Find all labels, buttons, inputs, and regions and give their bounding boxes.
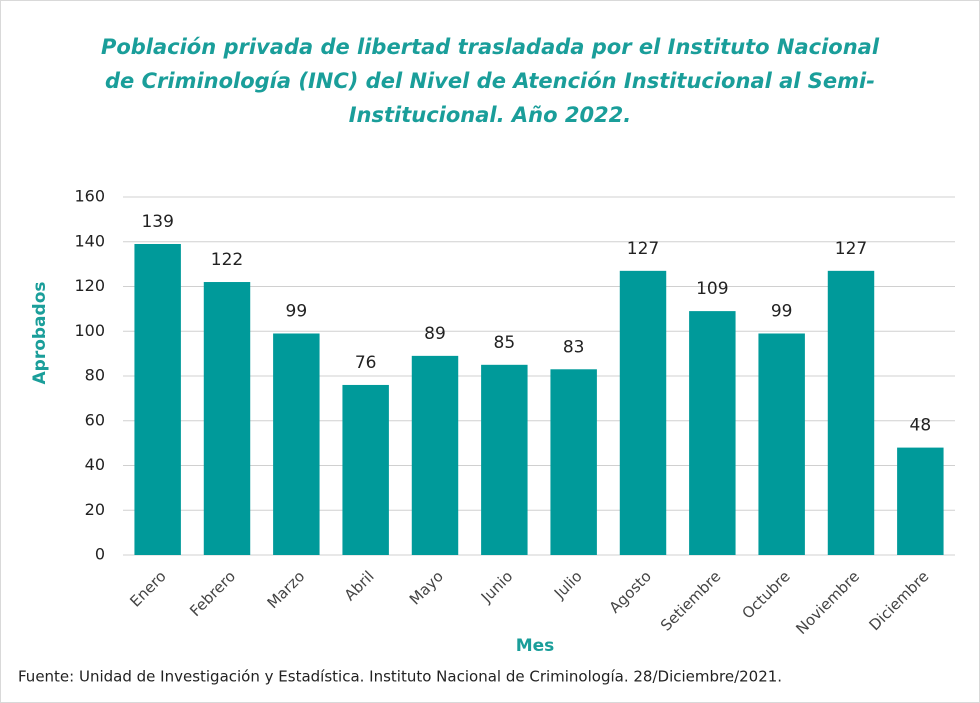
bar bbox=[827, 270, 875, 555]
data-label: 85 bbox=[494, 333, 516, 353]
chart-title: Población privada de libertad trasladada… bbox=[100, 35, 880, 127]
x-tick-label: Noviembre bbox=[792, 567, 863, 638]
bar bbox=[481, 364, 528, 555]
bar bbox=[273, 333, 320, 555]
data-label: 139 bbox=[141, 212, 173, 232]
x-tick-label: Enero bbox=[126, 567, 169, 610]
y-tick-label: 120 bbox=[74, 276, 105, 295]
y-tick-label: 100 bbox=[74, 321, 105, 340]
x-tick-label: Junio bbox=[477, 567, 516, 606]
y-tick-label: 40 bbox=[85, 455, 105, 474]
y-tick-label: 80 bbox=[85, 366, 105, 385]
data-label: 48 bbox=[910, 416, 932, 436]
data-label: 109 bbox=[696, 279, 728, 299]
data-label: 99 bbox=[286, 301, 308, 321]
x-tick-label: Octubre bbox=[739, 567, 794, 622]
y-tick-label: 140 bbox=[74, 231, 105, 250]
bar bbox=[411, 355, 459, 555]
bar bbox=[689, 311, 736, 555]
data-label: 127 bbox=[835, 239, 867, 259]
bar bbox=[758, 333, 805, 555]
bar bbox=[342, 384, 389, 555]
x-tick-label: Agosto bbox=[606, 567, 655, 616]
data-label: 76 bbox=[355, 353, 377, 373]
x-tick-label: Abril bbox=[341, 567, 378, 604]
data-label: 89 bbox=[424, 324, 446, 344]
y-tick-label: 0 bbox=[95, 545, 105, 564]
data-label: 127 bbox=[627, 239, 659, 259]
y-tick-label: 160 bbox=[74, 187, 105, 206]
bar bbox=[203, 282, 251, 555]
x-tick-label: Julio bbox=[550, 567, 586, 603]
x-tick-label: Mayo bbox=[406, 567, 447, 608]
data-label: 83 bbox=[563, 337, 585, 357]
x-axis-label: Mes bbox=[516, 636, 555, 656]
bar bbox=[897, 447, 944, 555]
y-tick-label: 60 bbox=[85, 410, 105, 429]
x-tick-label: Diciembre bbox=[865, 567, 932, 634]
source: Fuente: Unidad de Investigación y Estadí… bbox=[18, 668, 782, 686]
data-label: 99 bbox=[771, 301, 793, 321]
y-tick-label: 20 bbox=[85, 500, 105, 519]
data-label: 122 bbox=[211, 250, 243, 270]
bar bbox=[134, 243, 181, 556]
bar bbox=[619, 270, 667, 555]
y-axis-label: Aprobados bbox=[30, 282, 50, 385]
x-tick-label: Setiembre bbox=[657, 567, 724, 634]
x-tick-label: Febrero bbox=[186, 567, 239, 620]
bar bbox=[550, 369, 597, 555]
x-tick-label: Marzo bbox=[264, 567, 309, 612]
